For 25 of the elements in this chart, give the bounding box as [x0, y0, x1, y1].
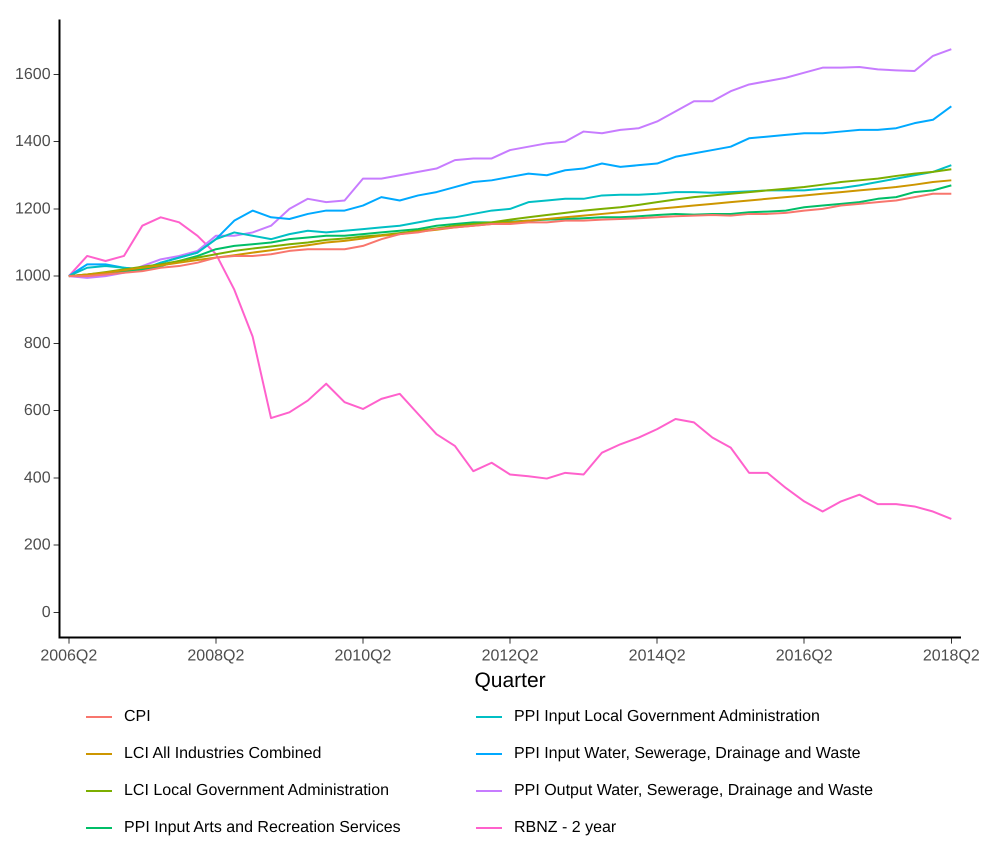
legend-label: PPI Input Arts and Recreation Services — [124, 818, 401, 836]
y-tick-label: 200 — [24, 536, 51, 554]
x-tick-label: 2012Q2 — [482, 648, 539, 665]
y-tick-label: 1000 — [15, 268, 51, 285]
y-tick-label: 600 — [24, 402, 51, 420]
legend-label: PPI Output Water, Sewerage, Drainage and Waste — [514, 782, 873, 800]
x-tick-label: 2006Q2 — [40, 648, 98, 665]
y-tick-label: 800 — [24, 334, 51, 352]
y-tick-label: 0 — [42, 604, 51, 621]
legend-label: LCI Local Government Administration — [124, 782, 390, 800]
x-tick-label: 2010Q2 — [334, 648, 392, 665]
y-tick-label: 1600 — [15, 66, 51, 83]
legend-label: PPI Input Local Government Administration — [514, 708, 820, 726]
x-tick-label: 2008Q2 — [187, 648, 244, 665]
x-axis-title: Quarter — [474, 669, 546, 692]
x-tick-label: 2018Q2 — [922, 648, 980, 665]
x-tick-label: 2014Q2 — [628, 648, 686, 665]
x-tick-label: 2016Q2 — [776, 648, 833, 665]
y-tick-label: 1400 — [15, 133, 51, 150]
y-tick-label: 1200 — [15, 200, 51, 218]
y-tick-label: 400 — [24, 469, 51, 486]
legend-label: PPI Input Water, Sewerage, Drainage and Waste — [514, 744, 861, 762]
legend-label: CPI — [124, 708, 151, 726]
legend-label: LCI All Industries Combined — [124, 744, 322, 762]
legend-label: RBNZ - 2 year — [514, 818, 616, 836]
